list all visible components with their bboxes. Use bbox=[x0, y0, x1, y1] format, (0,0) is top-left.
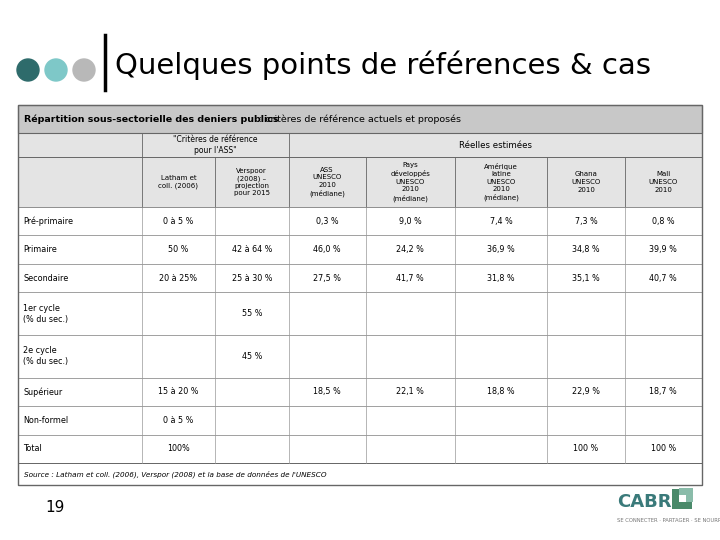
Text: ASS
UNESCO
2010
(médiane): ASS UNESCO 2010 (médiane) bbox=[309, 167, 345, 197]
Bar bbox=[18, 292, 702, 335]
Text: Supérieur: Supérieur bbox=[23, 387, 62, 397]
Text: Répartition sous-sectorielle des deniers publics: Répartition sous-sectorielle des deniers… bbox=[24, 114, 279, 124]
Text: 18,7 %: 18,7 % bbox=[649, 387, 678, 396]
Bar bbox=[18, 406, 702, 435]
Bar bbox=[18, 335, 702, 377]
Circle shape bbox=[45, 59, 67, 81]
Bar bbox=[18, 207, 702, 235]
Text: 2e cycle
(% du sec.): 2e cycle (% du sec.) bbox=[23, 346, 68, 366]
Text: 50 %: 50 % bbox=[168, 245, 189, 254]
Text: 45 %: 45 % bbox=[242, 352, 262, 361]
Bar bbox=[18, 435, 702, 463]
Text: Réelles estimées: Réelles estimées bbox=[459, 140, 532, 150]
Text: 31,8 %: 31,8 % bbox=[487, 274, 515, 282]
Text: 0 à 5 %: 0 à 5 % bbox=[163, 416, 194, 425]
Text: 100%: 100% bbox=[167, 444, 190, 453]
Bar bbox=[18, 264, 702, 292]
Text: 34,8 %: 34,8 % bbox=[572, 245, 600, 254]
Text: 27,5 %: 27,5 % bbox=[313, 274, 341, 282]
Text: Primaire: Primaire bbox=[23, 245, 57, 254]
Bar bbox=[18, 133, 702, 157]
Text: 9,0 %: 9,0 % bbox=[399, 217, 422, 226]
Text: 22,1 %: 22,1 % bbox=[396, 387, 424, 396]
Text: Mali
UNESCO
2010: Mali UNESCO 2010 bbox=[649, 172, 678, 192]
Text: Secondaire: Secondaire bbox=[23, 274, 68, 282]
Text: 40,7 %: 40,7 % bbox=[649, 274, 678, 282]
Bar bbox=[18, 335, 702, 377]
Bar bbox=[672, 489, 692, 509]
Text: 24,2 %: 24,2 % bbox=[396, 245, 424, 254]
Bar bbox=[18, 264, 702, 292]
Text: SE CONNECTER · PARTAGER · SE NOURRIR: SE CONNECTER · PARTAGER · SE NOURRIR bbox=[617, 517, 720, 523]
Text: 42 à 64 %: 42 à 64 % bbox=[232, 245, 272, 254]
Text: Quelques points de références & cas: Quelques points de références & cas bbox=[115, 50, 651, 79]
Bar bbox=[18, 105, 702, 485]
Bar bbox=[18, 207, 702, 235]
Bar bbox=[679, 495, 686, 502]
Bar bbox=[18, 377, 702, 406]
Text: 35,1 %: 35,1 % bbox=[572, 274, 600, 282]
Text: 0,8 %: 0,8 % bbox=[652, 217, 675, 226]
Text: Latham et
coll. (2006): Latham et coll. (2006) bbox=[158, 175, 199, 189]
Text: : critères de référence actuels et proposés: : critères de référence actuels et propo… bbox=[256, 114, 461, 124]
Text: Amérique
latine
UNESCO
2010
(médiane): Amérique latine UNESCO 2010 (médiane) bbox=[483, 163, 519, 201]
Text: 0,3 %: 0,3 % bbox=[316, 217, 338, 226]
Text: 0 à 5 %: 0 à 5 % bbox=[163, 217, 194, 226]
Bar bbox=[18, 406, 702, 435]
Text: Pays
développés
UNESCO
2010
(médiane): Pays développés UNESCO 2010 (médiane) bbox=[390, 163, 430, 201]
Bar bbox=[18, 235, 702, 264]
Text: 25 à 30 %: 25 à 30 % bbox=[232, 274, 272, 282]
Text: 100 %: 100 % bbox=[651, 444, 676, 453]
Text: 41,7 %: 41,7 % bbox=[397, 274, 424, 282]
Bar bbox=[18, 463, 702, 485]
Text: 7,4 %: 7,4 % bbox=[490, 217, 513, 226]
Text: "Critères de référence
pour l'ASS": "Critères de référence pour l'ASS" bbox=[173, 135, 257, 155]
Bar bbox=[679, 488, 693, 502]
Text: 20 à 25%: 20 à 25% bbox=[159, 274, 197, 282]
Text: Pré-primaire: Pré-primaire bbox=[23, 217, 73, 226]
Text: 15 à 20 %: 15 à 20 % bbox=[158, 387, 199, 396]
Bar bbox=[18, 292, 702, 335]
Bar bbox=[18, 105, 702, 133]
Text: 7,3 %: 7,3 % bbox=[575, 217, 598, 226]
Text: 100 %: 100 % bbox=[573, 444, 599, 453]
Bar bbox=[18, 157, 702, 207]
Bar bbox=[18, 377, 702, 406]
Bar bbox=[18, 463, 702, 485]
Text: 18,8 %: 18,8 % bbox=[487, 387, 515, 396]
Circle shape bbox=[17, 59, 39, 81]
Bar bbox=[18, 157, 702, 207]
Text: 36,9 %: 36,9 % bbox=[487, 245, 515, 254]
Circle shape bbox=[73, 59, 95, 81]
Bar bbox=[18, 235, 702, 264]
Text: 46,0 %: 46,0 % bbox=[313, 245, 341, 254]
Text: 39,9 %: 39,9 % bbox=[649, 245, 678, 254]
Text: Total: Total bbox=[23, 444, 42, 453]
Text: 55 %: 55 % bbox=[241, 309, 262, 318]
Text: CABRI: CABRI bbox=[617, 493, 678, 511]
Bar bbox=[18, 133, 702, 157]
Text: 19: 19 bbox=[45, 501, 65, 516]
Text: 22,9 %: 22,9 % bbox=[572, 387, 600, 396]
Text: Source : Latham et coll. (2006), Verspor (2008) et la base de données de l'UNESC: Source : Latham et coll. (2006), Verspor… bbox=[24, 470, 327, 478]
Text: 18,5 %: 18,5 % bbox=[313, 387, 341, 396]
Text: 1er cycle
(% du sec.): 1er cycle (% du sec.) bbox=[23, 303, 68, 323]
Text: Verspoor
(2008) –
projection
pour 2015: Verspoor (2008) – projection pour 2015 bbox=[234, 167, 270, 197]
Bar bbox=[18, 105, 702, 133]
Bar bbox=[18, 435, 702, 463]
Text: Ghana
UNESCO
2010: Ghana UNESCO 2010 bbox=[572, 172, 600, 192]
Text: Non-formel: Non-formel bbox=[23, 416, 68, 425]
